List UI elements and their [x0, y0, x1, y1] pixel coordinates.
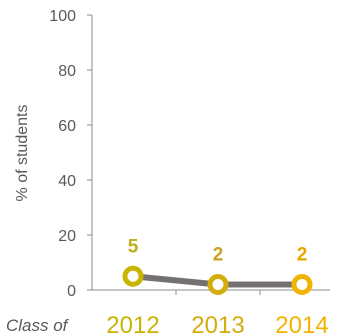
y-tick-label: 0 — [67, 283, 76, 300]
x-axis-prefix: Class of — [6, 316, 70, 335]
data-labels: 5 2 2 — [128, 236, 308, 265]
y-tick-label: 20 — [58, 228, 76, 245]
data-label: 2 — [297, 245, 308, 266]
axes: 0 20 40 60 80 100 — [49, 8, 330, 300]
y-axis-title: % of students — [14, 105, 31, 202]
x-ticks — [175, 290, 261, 295]
data-point — [122, 265, 144, 287]
y-tick-label: 40 — [58, 173, 76, 190]
data-label: 2 — [213, 245, 224, 266]
y-tick-label: 100 — [49, 8, 76, 25]
y-ticks: 0 20 40 60 80 100 — [49, 8, 92, 300]
y-tick-label: 60 — [58, 118, 76, 135]
data-point — [207, 274, 229, 295]
x-tick-label: 2014 — [275, 312, 328, 335]
x-axis-labels: 2012 2013 2014 — [106, 312, 328, 335]
x-tick-label: 2013 — [191, 312, 244, 335]
data-label: 5 — [128, 236, 139, 257]
series-group — [122, 265, 313, 295]
y-tick-label: 80 — [58, 63, 76, 80]
x-tick-label: 2012 — [106, 312, 159, 335]
data-point — [291, 274, 313, 295]
